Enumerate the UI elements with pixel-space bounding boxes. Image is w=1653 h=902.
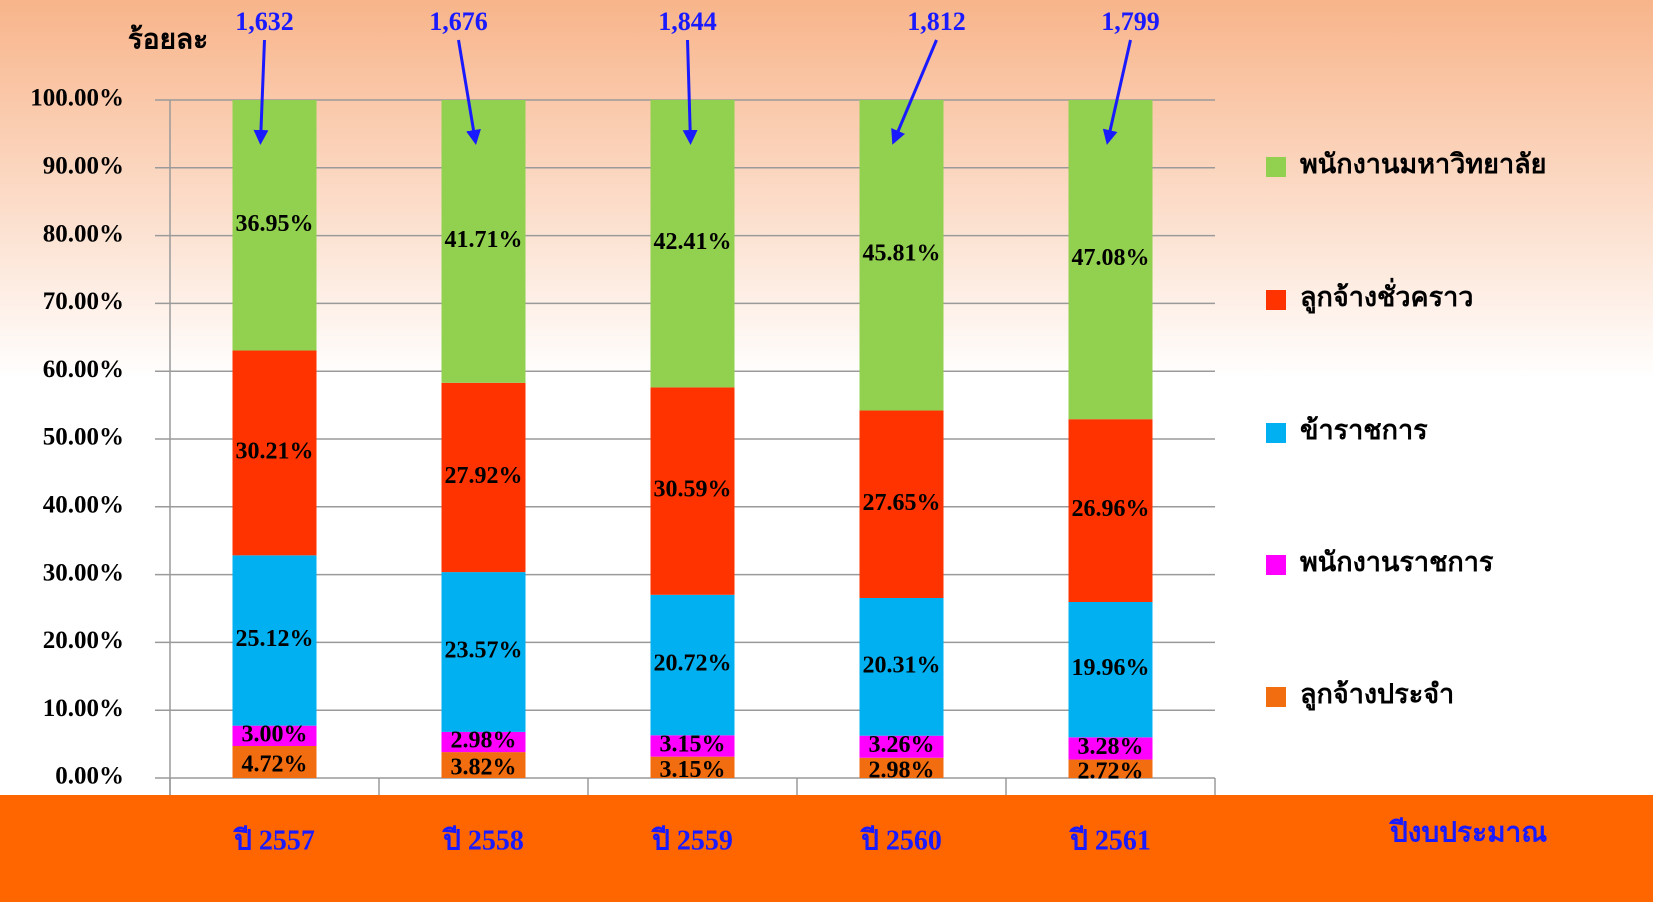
- y-tick-label: 70.00%: [43, 288, 124, 315]
- x-tick-label: ปี 2561: [1068, 824, 1151, 856]
- data-label: 41.71%: [445, 227, 523, 253]
- bar-segment: [232, 555, 317, 726]
- bar-segment: [859, 597, 944, 736]
- bar-segment: [441, 731, 526, 753]
- x-tick-label: ปี 2557: [232, 824, 315, 856]
- bar-segment: [650, 735, 735, 757]
- data-label: 42.41%: [654, 229, 732, 255]
- y-tick-label: 20.00%: [43, 627, 124, 654]
- bar-segment: [859, 99, 944, 411]
- total-arrow: [457, 39, 481, 145]
- total-arrow: [253, 39, 269, 145]
- x-tick-label: ปี 2558: [441, 824, 524, 856]
- bar-segment: [650, 594, 735, 736]
- bar-segment: [441, 752, 526, 778]
- bar-segment: [1068, 419, 1153, 602]
- data-label: 3.28%: [1078, 734, 1144, 760]
- bar-segment: [441, 100, 526, 383]
- legend-swatch: [1266, 687, 1286, 707]
- y-tick-label: 0.00%: [55, 763, 124, 790]
- y-tick-label: 40.00%: [43, 492, 124, 519]
- bar-segment: [232, 100, 317, 351]
- legend-swatch: [1266, 290, 1286, 310]
- total-arrow: [1102, 39, 1132, 145]
- total-arrow: [682, 39, 698, 145]
- data-label: 2.98%: [451, 727, 517, 753]
- total-label: 1,844: [658, 7, 717, 36]
- bar-segment: [650, 387, 735, 595]
- data-label: 30.59%: [654, 477, 732, 503]
- data-label: 2.72%: [1078, 758, 1144, 784]
- legend-label: ลูกจ้างประจำ: [1300, 679, 1454, 711]
- legend-swatch: [1266, 555, 1286, 575]
- data-label: 20.72%: [654, 651, 732, 677]
- data-label: 3.82%: [451, 755, 517, 781]
- data-label: 3.15%: [660, 757, 726, 783]
- y-axis-label: ร้อยละ: [128, 24, 208, 55]
- x-tick-label: ปี 2559: [650, 824, 733, 856]
- bar-segment: [441, 572, 526, 732]
- total-label: 1,632: [235, 7, 294, 36]
- data-label: 36.95%: [236, 211, 314, 237]
- total-arrow: [891, 39, 938, 145]
- data-label: 2.98%: [869, 757, 935, 783]
- data-label: 3.00%: [242, 721, 308, 747]
- legend-label: ลูกจ้างชั่วคราว: [1300, 277, 1473, 314]
- y-tick-label: 10.00%: [43, 695, 124, 722]
- legend-label: ข้าราชการ: [1300, 415, 1428, 445]
- category-band: [0, 795, 1653, 902]
- legend-label: พนักงานมหาวิทยาลัย: [1300, 149, 1546, 179]
- bar-segment: [859, 410, 944, 598]
- bar-segment: [650, 99, 735, 388]
- data-label: 23.57%: [445, 637, 523, 663]
- data-label: 19.96%: [1072, 655, 1150, 681]
- bar-segment: [650, 756, 735, 778]
- legend-swatch: [1266, 157, 1286, 177]
- y-tick-label: 90.00%: [43, 153, 124, 180]
- bar-segment: [232, 350, 317, 556]
- legend-swatch: [1266, 423, 1286, 443]
- data-label: 30.21%: [236, 438, 314, 464]
- y-tick-label: 30.00%: [43, 559, 124, 586]
- y-tick-label: 100.00%: [30, 85, 124, 112]
- bar-segment: [859, 757, 944, 778]
- bar-segment: [1068, 737, 1153, 760]
- bar-segment: [441, 382, 526, 573]
- data-label: 27.65%: [863, 490, 941, 516]
- x-axis-label: ปีงบประมาณ: [1388, 816, 1547, 848]
- y-tick-label: 50.00%: [43, 424, 124, 451]
- bar-segment: [232, 725, 317, 746]
- total-label: 1,799: [1101, 7, 1160, 36]
- total-label: 1,676: [429, 7, 488, 36]
- data-label: 20.31%: [863, 652, 941, 678]
- data-label: 26.96%: [1072, 496, 1150, 522]
- data-label: 3.26%: [869, 732, 935, 758]
- data-label: 4.72%: [242, 751, 308, 777]
- bar-segment: [859, 735, 944, 758]
- data-label: 47.08%: [1072, 245, 1150, 271]
- x-tick-label: ปี 2560: [859, 824, 942, 856]
- bar-segment: [1068, 759, 1153, 778]
- data-label: 3.15%: [660, 731, 726, 757]
- y-tick-label: 80.00%: [43, 220, 124, 247]
- bar-segment: [1068, 100, 1153, 420]
- data-label: 27.92%: [445, 463, 523, 489]
- bar-segment: [232, 745, 317, 778]
- data-label: 45.81%: [863, 241, 941, 267]
- legend-label: พนักงานราชการ: [1300, 547, 1494, 577]
- total-label: 1,812: [907, 7, 966, 36]
- data-label: 25.12%: [236, 626, 314, 652]
- y-tick-label: 60.00%: [43, 356, 124, 383]
- bar-segment: [1068, 601, 1153, 738]
